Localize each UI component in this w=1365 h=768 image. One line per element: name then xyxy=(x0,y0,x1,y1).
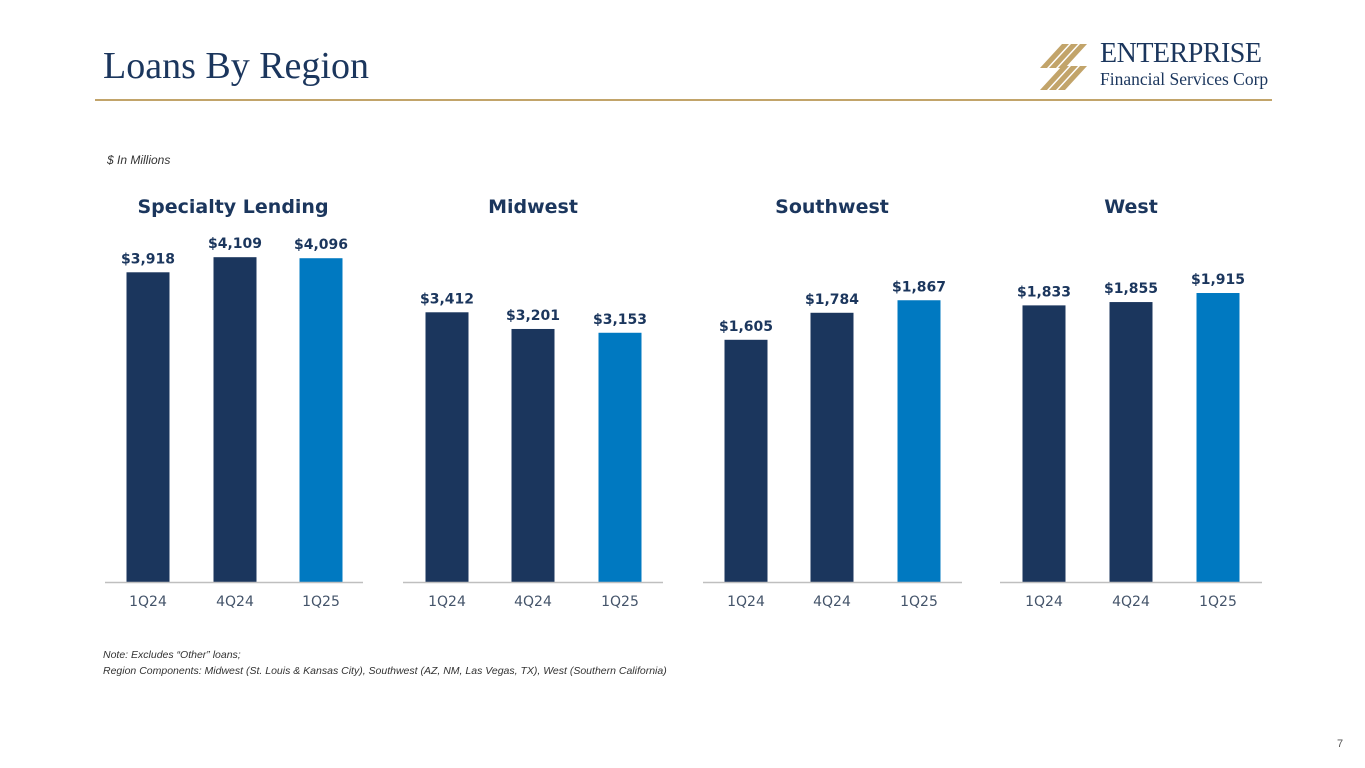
title-divider xyxy=(95,99,1272,101)
data-label-3-4Q24: $1,784 xyxy=(805,292,859,308)
bar-1-1Q25 xyxy=(299,258,343,582)
data-label-1-1Q25: $4,096 xyxy=(294,237,348,253)
logo-subtitle: Financial Services Corp xyxy=(1100,69,1269,89)
data-label-2-4Q24: $3,201 xyxy=(506,308,560,324)
x-tick-3-4Q24: 4Q24 xyxy=(813,594,851,610)
page-number: 7 xyxy=(1337,738,1344,750)
striped-chevron-logo-icon xyxy=(1040,44,1087,90)
note-line-1: Note: Excludes “Other” loans; xyxy=(103,649,241,661)
footnotes: Note: Excludes “Other” loans; Region Com… xyxy=(103,647,667,679)
data-label-1-1Q24: $3,918 xyxy=(121,251,175,267)
charts-area: Specialty Lending $3,918 1Q24 $4,109 4Q24 $4,… xyxy=(105,196,1262,610)
bar-2-1Q24 xyxy=(425,312,469,582)
x-tick-4-1Q24: 1Q24 xyxy=(1025,594,1063,610)
x-tick-4-1Q25: 1Q25 xyxy=(1199,594,1237,610)
bar-4-1Q24 xyxy=(1022,305,1066,582)
bar-4-1Q25 xyxy=(1196,293,1240,582)
logo-name: ENTERPRISE xyxy=(1100,38,1262,69)
note-line-2: Region Components: Midwest (St. Louis & … xyxy=(103,665,667,677)
data-label-4-1Q25: $1,915 xyxy=(1191,272,1245,288)
bar-1-1Q24 xyxy=(126,272,170,582)
x-tick-4-4Q24: 4Q24 xyxy=(1112,594,1150,610)
chart-title-3: Southwest xyxy=(775,196,889,218)
data-label-3-1Q24: $1,605 xyxy=(719,319,773,335)
x-tick-2-1Q24: 1Q24 xyxy=(428,594,466,610)
bar-3-1Q24 xyxy=(724,339,768,582)
chart-title-1: Specialty Lending xyxy=(137,196,328,218)
units-label: $ In Millions xyxy=(107,153,171,167)
page-title: Loans By Region xyxy=(103,45,369,87)
x-tick-1-4Q24: 4Q24 xyxy=(216,594,254,610)
x-tick-1-1Q24: 1Q24 xyxy=(129,594,167,610)
chart-title-4: West xyxy=(1104,196,1158,218)
bar-2-1Q25 xyxy=(598,332,642,582)
bar-3-4Q24 xyxy=(810,312,854,582)
data-label-4-4Q24: $1,855 xyxy=(1104,281,1158,297)
x-tick-2-4Q24: 4Q24 xyxy=(514,594,552,610)
data-label-2-1Q24: $3,412 xyxy=(420,291,474,307)
data-label-2-1Q25: $3,153 xyxy=(593,312,647,328)
bar-1-4Q24 xyxy=(213,257,257,582)
bar-2-4Q24 xyxy=(511,328,555,582)
data-label-4-1Q24: $1,833 xyxy=(1017,284,1071,300)
x-tick-3-1Q25: 1Q25 xyxy=(900,594,938,610)
chart-title-2: Midwest xyxy=(488,196,578,218)
data-label-3-1Q25: $1,867 xyxy=(892,279,946,295)
x-tick-2-1Q25: 1Q25 xyxy=(601,594,639,610)
bar-3-1Q25 xyxy=(897,300,941,582)
x-tick-1-1Q25: 1Q25 xyxy=(302,594,340,610)
bar-4-4Q24 xyxy=(1109,302,1153,582)
data-label-1-4Q24: $4,109 xyxy=(208,236,262,252)
x-tick-3-1Q24: 1Q24 xyxy=(727,594,765,610)
company-logo: ENTERPRISE Financial Services Corp xyxy=(1040,38,1280,95)
